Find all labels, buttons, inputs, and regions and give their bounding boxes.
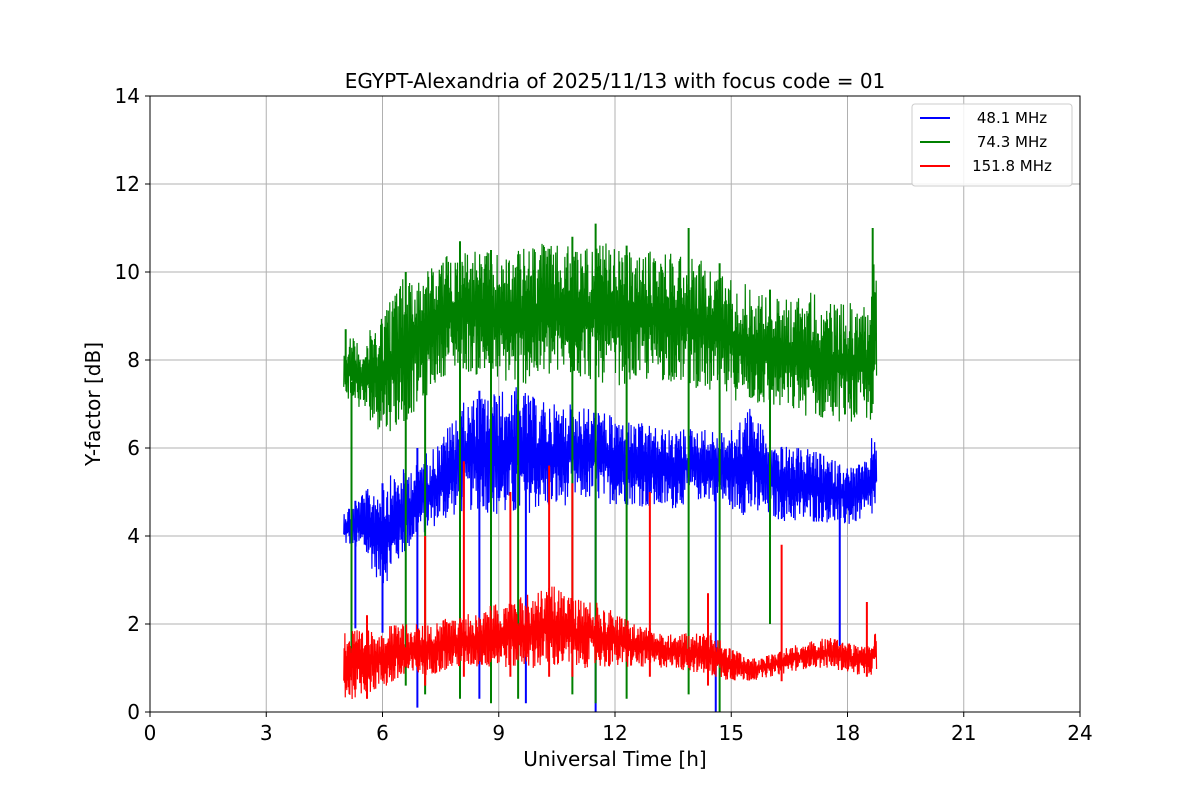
x-tick-label: 3: [260, 721, 273, 745]
series-151-8-mhz: [343, 461, 878, 699]
chart-title: EGYPT-Alexandria of 2025/11/13 with focu…: [345, 69, 886, 93]
legend-box: [911, 103, 1073, 187]
x-tick-label: 9: [492, 721, 505, 745]
y-tick-label: 12: [115, 172, 140, 196]
y-tick-label: 8: [127, 348, 140, 372]
legend-label: 151.8 MHz: [972, 157, 1052, 175]
y-axis-label: Y-factor [dB]: [81, 342, 105, 467]
series-line: [343, 387, 878, 585]
y-tick-label: 10: [115, 260, 140, 284]
x-axis-label: Universal Time [h]: [523, 747, 706, 771]
legend-label: 74.3 MHz: [977, 133, 1047, 151]
y-tick-label: 0: [127, 700, 140, 724]
y-tick-label: 6: [127, 436, 140, 460]
y-tick-label: 2: [127, 612, 140, 636]
legend-item: 48.1 MHz: [920, 109, 1047, 127]
legend-item: 151.8 MHz: [920, 157, 1052, 175]
x-tick-label: 21: [951, 721, 976, 745]
x-tick-label: 15: [719, 721, 744, 745]
y-tick-label: 4: [127, 524, 140, 548]
y-tick-label: 14: [115, 84, 140, 108]
x-tick-label: 12: [602, 721, 627, 745]
legend-item: 74.3 MHz: [920, 133, 1047, 151]
legend-label: 48.1 MHz: [977, 109, 1047, 127]
legend: 48.1 MHz 74.3 MHz 151.8 MHz: [911, 103, 1073, 187]
series-line: [343, 243, 878, 432]
series-line: [343, 586, 878, 699]
plot-series: [343, 223, 878, 712]
x-tick-label: 6: [376, 721, 389, 745]
x-tick-label: 0: [144, 721, 157, 745]
x-tick-label: 18: [835, 721, 860, 745]
grid: [149, 95, 1081, 713]
x-tick-label: 24: [1067, 721, 1092, 745]
